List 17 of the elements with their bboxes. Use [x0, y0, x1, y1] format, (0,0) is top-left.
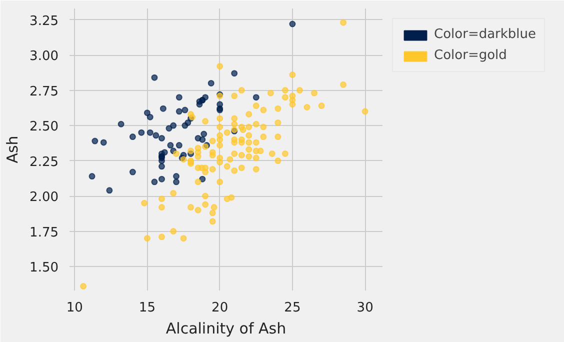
legend-label: Color=darkblue — [434, 27, 536, 42]
x-tick-label: 25 — [284, 300, 301, 316]
y-tick-label: 2.75 — [30, 84, 59, 100]
y-tick-label: 3.25 — [30, 14, 59, 29]
y-tick-label: 2.25 — [30, 154, 59, 170]
legend-label: Color=gold — [434, 48, 507, 63]
x-tick-label: 30 — [356, 300, 374, 316]
y-axis-title: Ash — [4, 136, 22, 164]
y-tick-label: 3.00 — [30, 49, 59, 64]
y-tick-label: 2.00 — [30, 190, 59, 206]
x-axis-title: Alcalinity of Ash — [166, 320, 286, 338]
x-tick-label: 15 — [138, 300, 156, 316]
y-tick-label: 1.50 — [30, 260, 59, 276]
x-tick-label: 20 — [212, 300, 228, 316]
y-tick-label: 2.50 — [30, 120, 59, 135]
y-tick-label: 1.75 — [30, 225, 59, 240]
x-tick-label: 10 — [66, 300, 83, 316]
